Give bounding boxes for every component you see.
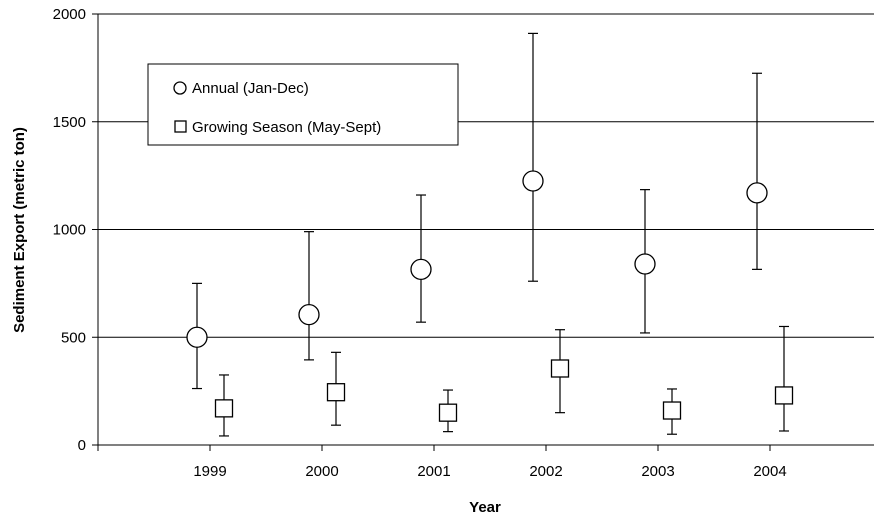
data-point-growing-season xyxy=(550,359,570,378)
data-point-growing-season xyxy=(438,403,458,422)
x-tick-label: 2002 xyxy=(529,463,562,480)
x-tick-labels: 1999 2000 2001 2002 2003 2004 xyxy=(193,463,786,480)
axes xyxy=(92,13,874,451)
y-tick-labels: 0 500 1000 1500 2000 xyxy=(53,6,86,454)
data-point-annual xyxy=(634,253,656,275)
data-markers xyxy=(186,170,794,422)
data-point-growing-season xyxy=(774,386,794,405)
data-point-annual xyxy=(522,170,544,192)
y-tick-label: 0 xyxy=(78,437,86,454)
x-tick-label: 2000 xyxy=(305,463,338,480)
x-axis-title: Year xyxy=(469,499,501,516)
data-point-annual xyxy=(298,303,320,326)
x-tick-label: 2003 xyxy=(641,463,674,480)
data-point-annual xyxy=(410,258,432,281)
x-tick-label: 1999 xyxy=(193,463,226,480)
legend-marker-annual xyxy=(173,81,187,95)
y-axis-title: Sediment Export (metric ton) xyxy=(11,127,28,333)
legend-marker-growing-season xyxy=(174,120,187,133)
y-tick-label: 1000 xyxy=(53,222,86,239)
legend-label-growing-season: Growing Season (May-Sept) xyxy=(192,119,381,136)
legend-box xyxy=(147,63,459,146)
data-point-growing-season xyxy=(662,401,682,420)
y-tick-label: 2000 xyxy=(53,6,86,23)
x-tick-label: 2001 xyxy=(417,463,450,480)
legend: Annual (Jan-Dec) Growing Season (May-Sep… xyxy=(147,63,459,146)
data-point-annual xyxy=(186,326,208,348)
x-tick-label: 2004 xyxy=(753,463,786,480)
legend-label-annual: Annual (Jan-Dec) xyxy=(192,80,309,97)
y-tick-label: 500 xyxy=(61,329,86,346)
data-point-growing-season xyxy=(214,399,234,418)
y-tick-label: 1500 xyxy=(53,114,86,131)
data-point-growing-season xyxy=(326,383,346,402)
data-point-annual xyxy=(746,182,768,204)
